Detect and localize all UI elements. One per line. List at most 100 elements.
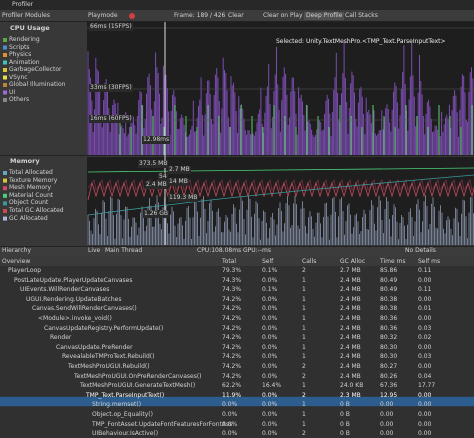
cell: 0.00: [418, 363, 432, 370]
toolbar-button[interactable]: Call Stacks: [345, 12, 378, 19]
cell: 0.11: [418, 286, 432, 294]
cell: 0.00: [418, 391, 432, 399]
row-name[interactable]: CanvasUpdate.PreRender: [56, 343, 133, 351]
legend-item: GarbageCollector: [9, 66, 62, 73]
cell: 2.4 MB: [340, 363, 361, 370]
legend-item: Total Allocated: [9, 169, 53, 176]
toolbar-button[interactable]: Playmode: [88, 12, 118, 19]
legend-item: VSync: [9, 73, 28, 81]
cell: 0.00: [418, 420, 432, 428]
graph-label: 54: [158, 173, 168, 181]
cell: 0.00: [418, 343, 432, 351]
mem-line: [87, 167, 474, 173]
column-title[interactable]: Time ms: [380, 258, 406, 265]
row-name[interactable]: PostLateUpdate.PlayerUpdateCanvases: [14, 276, 133, 284]
cell: 74.2%: [222, 363, 242, 370]
row-name[interactable]: TMP_FontAsset.UpdateFontFeaturesForFontA…: [92, 420, 233, 428]
toolbar-button[interactable]: Profiler Modules: [2, 12, 50, 19]
cell: 74.2%: [222, 295, 242, 303]
cell: 2: [302, 372, 306, 380]
column-title[interactable]: Overview: [2, 258, 31, 265]
cell: 0.0%: [262, 430, 278, 438]
legend-item: Animation: [9, 58, 40, 66]
column-title[interactable]: GC Alloc: [340, 258, 366, 265]
row-name[interactable]: String.memset(): [92, 401, 142, 409]
cell: 0.0%: [222, 420, 238, 428]
cell: 2.3 MB: [340, 391, 361, 399]
hierarchy-control[interactable]: No Details: [405, 247, 436, 254]
legend-item: UI: [9, 88, 16, 96]
cell: 80.36: [380, 315, 398, 322]
cell: 0 B: [340, 411, 350, 418]
cell: 0.0%: [262, 305, 278, 313]
cell: 2: [302, 363, 306, 370]
cell: 1: [302, 305, 306, 313]
cell: 0.00: [418, 401, 432, 409]
divider: [0, 155, 474, 156]
toolbar-button[interactable]: Deep Profile: [304, 12, 345, 20]
row-name[interactable]: RevealableTMProText.Rebuild(): [62, 353, 155, 361]
cell: 0.1%: [262, 267, 278, 274]
gc-bars: [87, 195, 474, 245]
cell: 1: [302, 295, 306, 303]
toolbar-button[interactable]: Clear on Play: [263, 12, 303, 19]
cell: 0.00: [418, 315, 432, 322]
column-title[interactable]: Total: [222, 258, 237, 265]
row-name[interactable]: CanvasUpdateRegistry.PerformUpdate(): [44, 324, 164, 332]
row-name[interactable]: TMP_Text.ParseInputText(): [86, 391, 165, 399]
selection-label: Selected: Unity.TextMeshPro.<TMP_Text.Pa…: [276, 38, 446, 45]
cell: 67.36: [380, 382, 398, 390]
graph-label: 14 MB: [168, 178, 189, 186]
toolbar-button[interactable]: Clear: [228, 12, 244, 19]
toolbar-button[interactable]: Frame: 189 / 426: [174, 12, 226, 19]
row-name[interactable]: PlayerLoop: [8, 267, 42, 274]
cell: 2: [302, 430, 306, 438]
cell: 74.2%: [222, 372, 242, 380]
graph-label: 119.3 MB: [168, 194, 199, 202]
cell: 74.3%: [222, 276, 242, 284]
window-title: Profiler: [12, 1, 34, 8]
row-name[interactable]: <Module>.invoke_void(): [38, 315, 112, 322]
cell: 0.03: [418, 353, 432, 361]
row-name[interactable]: Object.op_Equality(): [92, 411, 153, 418]
graph-label: 33ms (30FPS): [89, 84, 133, 92]
cell: 1: [302, 382, 306, 390]
legend-item: Physics: [9, 51, 32, 58]
hierarchy-toolbar: [0, 246, 474, 257]
cell: 0.11: [418, 267, 432, 274]
cell: 0.00: [418, 295, 432, 303]
row-name[interactable]: UIBehaviour.IsActive(): [92, 430, 159, 438]
row-name[interactable]: UGUI.Rendering.UpdateBatches: [26, 295, 122, 303]
hierarchy-control: GPU:--ms: [243, 247, 271, 254]
hierarchy-control[interactable]: Live: [88, 247, 101, 254]
legend-swatch: [3, 171, 7, 175]
cell: 0.00: [380, 411, 394, 418]
cell: 0.0%: [262, 401, 278, 409]
row-name[interactable]: UIEvents.WillRenderCanvases: [20, 286, 110, 294]
hierarchy-control[interactable]: Hierarchy: [2, 247, 32, 254]
selected-row: [0, 396, 474, 407]
cell: 0.1%: [262, 286, 278, 294]
cell: 1: [302, 334, 306, 342]
row-name[interactable]: Render: [50, 334, 72, 342]
row-name[interactable]: TextMeshProUGUI.Rebuild(): [68, 363, 150, 370]
cell: 2.4 MB: [340, 295, 361, 303]
column-title[interactable]: Calls: [302, 258, 317, 265]
row-name[interactable]: Canvas.SendWillRenderCanvases(): [32, 305, 137, 313]
cell: 1: [302, 401, 306, 409]
column-title[interactable]: Self: [262, 258, 274, 265]
cell: 74.2%: [222, 324, 242, 332]
hierarchy-control[interactable]: Main Thread: [105, 247, 143, 254]
cell: 80.49: [380, 286, 398, 294]
cell: 0.0%: [262, 391, 278, 399]
cell: 80.32: [380, 334, 398, 342]
cell: 0 B: [340, 420, 350, 428]
legend-swatch: [3, 68, 7, 72]
graph-label: 2.4 MB: [145, 181, 168, 189]
cell: 1: [302, 315, 306, 322]
column-title[interactable]: Self ms: [418, 258, 441, 265]
cell: 74.2%: [222, 315, 242, 322]
row-name[interactable]: TextMeshProUGUI.OnPreRenderCanvases(): [74, 372, 202, 380]
row-name[interactable]: TextMeshProUGUI.GenerateTextMesh(): [80, 382, 196, 390]
